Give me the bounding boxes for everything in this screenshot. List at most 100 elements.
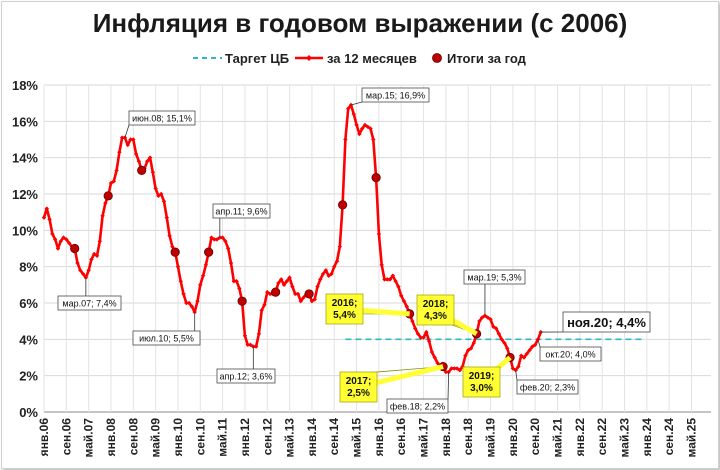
series-point [351, 111, 356, 117]
series-point [421, 335, 426, 340]
series-point [156, 193, 161, 199]
series-point [94, 253, 100, 258]
x-tick-label: сен.18 [461, 418, 475, 456]
x-tick-label: янв.22 [573, 418, 587, 457]
callout-text: окт.20; 4,0% [545, 350, 595, 360]
series-point [463, 353, 468, 358]
x-tick-label: янв.08 [104, 418, 118, 457]
series-point [292, 291, 298, 297]
callout-text: 5,4% [333, 310, 356, 321]
legend: Таргет ЦБ за 12 месяцев Итоги за год [193, 51, 527, 66]
series-point [365, 124, 370, 129]
series-point [404, 304, 410, 309]
series-point [97, 239, 103, 244]
legend-yearly-label: Итоги за год [447, 51, 527, 66]
series-point [348, 102, 354, 108]
callout-leader [124, 124, 130, 138]
series-point [220, 235, 225, 240]
callout-text: 3,0% [470, 383, 493, 394]
callout-box [386, 398, 449, 414]
series-point [167, 233, 172, 238]
series-point [357, 131, 362, 137]
series-point [276, 280, 281, 286]
series-point [47, 217, 52, 222]
year-result-point [371, 173, 381, 183]
series-point [195, 298, 200, 304]
series-point [359, 126, 365, 131]
series-point [41, 215, 47, 220]
series-point [468, 346, 474, 351]
series-point [119, 135, 125, 140]
series-point [376, 231, 382, 237]
callout-box [416, 294, 455, 326]
series-point [379, 262, 384, 268]
x-tick-label: сен.14 [327, 418, 341, 456]
series-point [343, 137, 348, 142]
x-tick-label: сен.08 [126, 418, 140, 456]
series-point [521, 355, 527, 360]
series-point [234, 279, 239, 284]
series-point [290, 284, 295, 289]
series-point [315, 284, 320, 289]
annotation-feb18: фев.18; 2,2% [386, 372, 450, 414]
series-point [58, 239, 63, 244]
annotation-feb20: фев.20; 2,3% [515, 370, 579, 395]
series-point [390, 273, 396, 278]
y-tick-label: 10% [12, 223, 38, 238]
series-point [281, 282, 287, 288]
series-point [499, 337, 504, 342]
callout-text: мар.19; 5,3% [467, 273, 521, 283]
x-tick-label: май.13 [283, 418, 297, 458]
series-point [161, 199, 167, 204]
series-point [519, 353, 524, 358]
y-tick-label: 18% [12, 78, 38, 93]
callout-text: мар.15; 16,9% [366, 91, 425, 101]
annotation-jun08: июн.08; 15,1% [124, 110, 196, 138]
x-tick-label: янв.06 [37, 418, 51, 457]
series-point [424, 329, 429, 335]
callout-text: июл.10; 5,5% [139, 334, 194, 344]
annotation-nov20: ноя.20; 4,4% [540, 311, 651, 333]
x-tick-label: сен.12 [260, 418, 274, 456]
callout-box [325, 293, 364, 325]
x-tick-label: янв.10 [171, 418, 185, 457]
series-point [396, 284, 401, 289]
series-point [133, 151, 139, 157]
series-point [401, 298, 407, 304]
series-point [279, 277, 284, 282]
annotation-mar07: мар.07; 7,4% [57, 277, 122, 311]
series-point [61, 235, 66, 240]
series-point [426, 338, 432, 344]
y-tick-label: 8% [19, 260, 38, 275]
callout-box [132, 330, 201, 346]
callout-text: 2018; [423, 299, 449, 310]
series-point [251, 344, 256, 349]
callout-box [57, 295, 122, 311]
series-point [295, 291, 301, 297]
series-point [131, 137, 136, 142]
series-point [100, 213, 105, 218]
callout-box [128, 110, 196, 126]
series-point [223, 239, 228, 244]
series-point [114, 168, 119, 173]
series-point [44, 206, 49, 211]
series-point [80, 271, 86, 277]
series-point [510, 366, 516, 371]
series-point [368, 126, 373, 131]
y-tick-label: 0% [19, 405, 38, 420]
callout-box [216, 368, 276, 384]
series-point [200, 273, 206, 278]
callout-box [516, 379, 579, 395]
annotation-y2017: 2017;2,5% [339, 364, 444, 403]
x-tick-label: янв.18 [439, 418, 453, 457]
series-point [298, 298, 303, 304]
x-tick-label: сен.20 [528, 418, 542, 456]
series-point [83, 275, 89, 280]
series-line [42, 103, 543, 374]
annotation-apr11: апр.11; 9,6% [212, 203, 271, 238]
callout-text: 2019; [469, 371, 495, 382]
callout-box [463, 269, 526, 285]
series-point [471, 340, 476, 346]
series-point [103, 200, 108, 206]
